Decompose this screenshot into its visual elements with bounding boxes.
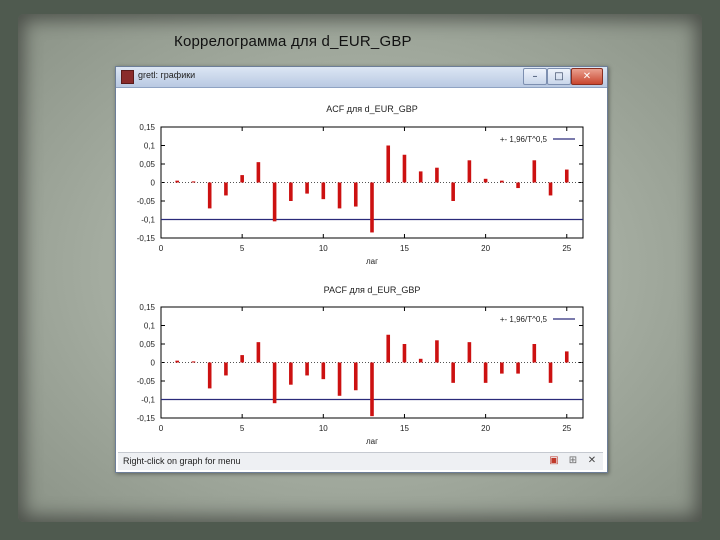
acf-bar-lag-3 [207,182,212,209]
correlogram-graph[interactable]: ACF для d_EUR_GBP0,150,10,050-0,05-0,1-0… [116,88,607,451]
pacf-bar-lag-4 [224,362,228,376]
pacf-chart-title: PACF для d_EUR_GBP [324,285,421,295]
acf-bar-lag-11 [337,182,342,209]
zoom-icon[interactable]: ⊞ [568,455,578,466]
acf-chart-title: ACF для d_EUR_GBP [326,104,417,114]
acf-bar-lag-12 [353,182,358,207]
acf-xtick-label: 10 [319,244,328,253]
acf-bar-lag-24 [548,182,553,196]
pacf-ytick-label: 0 [151,359,156,368]
pacf-bar-lag-25 [564,351,569,363]
pacf-bar-lag-24 [548,362,553,383]
acf-bar-lag-20 [483,178,488,183]
acf-bar-lag-18 [451,182,455,201]
minimize-button[interactable]: – [523,68,547,85]
acf-ytick-label: -0,15 [137,234,156,243]
pacf-bar-lag-19 [467,342,472,363]
acf-bar-lag-4 [224,182,228,196]
acf-xtick-label: 25 [562,244,571,253]
pacf-ytick-label: -0,1 [141,396,155,405]
pacf-bar-lag-16 [418,358,423,363]
pacf-bar-lag-10 [321,362,326,380]
pacf-ytick-label: 0,15 [139,303,155,312]
pacf-bar-lag-17 [435,340,439,363]
acf-ytick-label: 0,05 [139,160,155,169]
acf-bar-lag-1 [175,180,180,183]
acf-ytick-label: 0,15 [139,123,155,132]
pacf-bar-lag-21 [500,362,504,374]
acf-bar-lag-14 [386,145,391,183]
slide-title: Коррелограмма для d_EUR_GBP [174,33,412,50]
pacf-xtick-label: 20 [481,424,490,433]
close-graph-icon[interactable]: ✕ [587,455,597,466]
acf-bar-lag-17 [435,167,439,183]
pacf-bar-lag-18 [451,362,455,383]
pacf-xtick-label: 0 [159,424,164,433]
acf-legend-label: +- 1,96/T^0,5 [500,135,548,144]
acf-xtick-label: 0 [159,244,164,253]
acf-bar-lag-21 [500,180,504,183]
gretl-graph-window: gretl: графики – □ ✕ ACF для d_EUR_GBP 0,… [115,66,608,473]
acf-bar-lag-19 [467,160,472,183]
pacf-bar-lag-22 [516,362,520,374]
pacf-bar-lag-2 [191,361,196,363]
acf-bar-lag-22 [516,182,520,189]
acf-bar-lag-23 [532,160,537,183]
acf-bar-lag-10 [321,182,326,200]
pdf-icon[interactable]: ▣ [549,455,559,466]
pacf-bar-lag-7 [272,362,277,404]
acf-x-axis-label: лаг [366,257,378,266]
acf-bar-lag-6 [256,162,261,183]
acf-xtick-label: 20 [481,244,490,253]
pacf-ytick-label: 0,1 [144,322,156,331]
pacf-ytick-label: 0,05 [139,340,155,349]
pacf-x-axis-label: лаг [366,437,378,446]
acf-ytick-label: 0 [151,179,156,188]
pacf-bar-lag-20 [483,362,488,383]
pacf-bar-lag-11 [337,362,342,396]
maximize-button[interactable]: □ [547,68,571,85]
pacf-bar-lag-9 [305,362,309,376]
pacf-xtick-label: 10 [319,424,328,433]
pacf-xtick-label: 15 [400,424,409,433]
acf-bar-lag-25 [564,169,569,183]
pacf-bar-lag-1 [175,360,180,363]
acf-bar-lag-13 [370,182,374,233]
pacf-bar-lag-14 [386,334,391,363]
close-button[interactable]: ✕ [571,68,603,85]
pacf-bar-lag-8 [289,362,293,385]
acf-bar-lag-5 [240,175,244,183]
acf-bar-lag-2 [191,181,196,183]
acf-ytick-label: -0,1 [141,216,155,225]
pacf-bar-lag-12 [353,362,358,391]
acf-ytick-label: -0,05 [137,197,156,206]
acf-bar-lag-7 [272,182,277,222]
pacf-bar-lag-6 [256,342,261,363]
acf-bar-lag-16 [418,171,423,183]
gretl-app-icon [121,70,134,84]
acf-xtick-label: 5 [240,244,245,253]
pacf-legend-label: +- 1,96/T^0,5 [500,315,548,324]
window-title: gretl: графики [138,70,196,80]
acf-bar-lag-8 [289,182,293,201]
pacf-ytick-label: -0,05 [137,377,156,386]
status-text: Right-click on graph for menu [123,456,241,466]
pacf-xtick-label: 5 [240,424,245,433]
pacf-bar-lag-23 [532,344,537,363]
pacf-ytick-label: -0,15 [137,414,156,423]
pacf-bar-lag-13 [370,362,374,417]
acf-bar-lag-9 [305,182,309,194]
acf-ytick-label: 0,1 [144,142,156,151]
acf-xtick-label: 15 [400,244,409,253]
window-titlebar[interactable]: gretl: графики – □ ✕ [116,67,607,88]
pacf-xtick-label: 25 [562,424,571,433]
pacf-bar-lag-5 [240,355,244,363]
status-bar: Right-click on graph for menu ▣ ⊞ ✕ [118,452,603,470]
acf-bar-lag-15 [402,154,407,183]
pacf-bar-lag-3 [207,362,212,389]
pacf-bar-lag-15 [402,344,407,363]
